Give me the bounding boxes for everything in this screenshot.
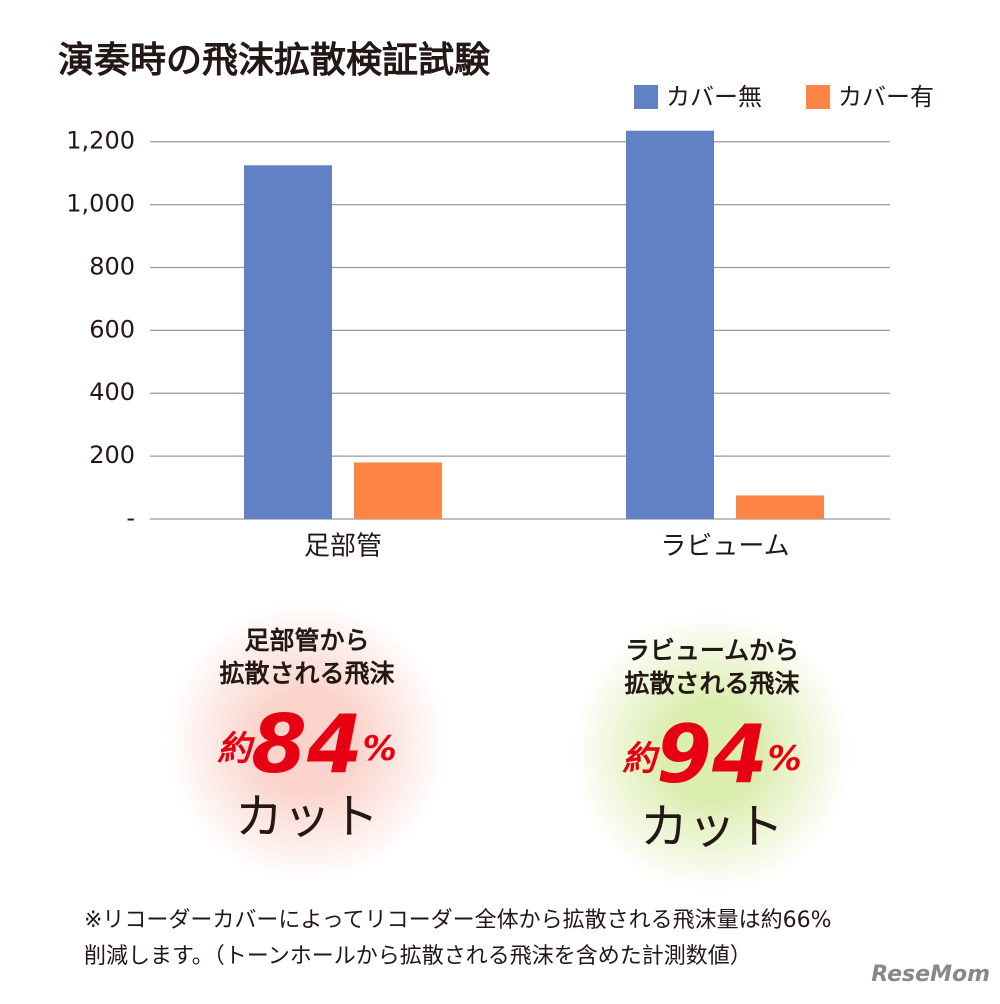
- annotation-prefix: 約: [217, 729, 255, 769]
- y-tick-label: 1,000: [66, 190, 135, 218]
- x-tick-label: ラビューム: [660, 532, 789, 562]
- legend-swatch: [634, 85, 658, 109]
- y-tick-label: 600: [89, 315, 135, 343]
- annotation-value: 約94%: [622, 708, 801, 801]
- annotation-prefix: 約: [622, 739, 660, 779]
- legend-label: カバー無: [666, 83, 762, 111]
- highlight-circle: [167, 602, 447, 882]
- annotation-line: ラビュームから: [625, 636, 799, 665]
- x-tick-label: 足部管: [304, 532, 382, 562]
- legend-swatch: [806, 85, 830, 109]
- legend-label: カバー有: [838, 83, 934, 111]
- y-tick-label: 800: [89, 252, 135, 280]
- y-tick-label: 400: [89, 378, 135, 406]
- annotation-suffix: カット: [640, 799, 784, 855]
- annotation-value: 84: [251, 698, 362, 791]
- bar: [736, 495, 824, 519]
- bar: [244, 165, 332, 520]
- annotation-line: 足部管から: [244, 626, 369, 655]
- footnote: ※リコーダーカバーによってリコーダー全体から拡散される飛沫量は約66%: [84, 908, 832, 933]
- watermark: ReseMom: [871, 962, 990, 987]
- bar: [354, 462, 442, 519]
- annotation-line: 拡散される飛沫: [624, 669, 799, 698]
- y-tick-label: 1,200: [66, 127, 135, 155]
- annotation-suffix: カット: [235, 789, 379, 845]
- chart-title: 演奏時の飛沫拡散検証試験: [58, 40, 491, 81]
- annotation-unit: %: [768, 739, 802, 779]
- annotation-unit: %: [363, 729, 397, 769]
- annotation-value: 94: [656, 708, 767, 801]
- highlight-circle: [572, 612, 852, 892]
- bar: [626, 130, 714, 519]
- y-tick-label: -: [126, 504, 135, 532]
- footnote: 削減します。（トーンホールから拡散される飛沫を含めた計測数値）: [84, 944, 752, 969]
- y-tick-label: 200: [89, 441, 135, 469]
- annotation-value: 約84%: [217, 698, 396, 791]
- annotation-line: 拡散される飛沫: [219, 659, 394, 688]
